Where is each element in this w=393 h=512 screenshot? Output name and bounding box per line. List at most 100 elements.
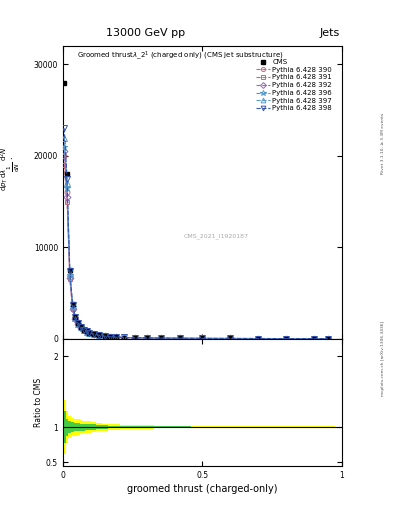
CMS xyxy=(228,335,233,342)
Pythia 6.428 392 xyxy=(122,334,127,340)
Pythia 6.428 392 xyxy=(65,194,70,200)
Pythia 6.428 396 xyxy=(70,304,75,310)
Pythia 6.428 396 xyxy=(91,331,96,337)
CMS xyxy=(87,330,92,336)
Pythia 6.428 392 xyxy=(178,335,182,342)
Pythia 6.428 397 xyxy=(122,334,127,340)
Text: $\frac{1}{\mathrm{d}N}\,\cdot$: $\frac{1}{\mathrm{d}N}\,\cdot$ xyxy=(6,156,22,172)
CMS xyxy=(122,334,127,340)
Pythia 6.428 390 xyxy=(91,331,96,337)
CMS xyxy=(284,335,288,342)
Pythia 6.428 397 xyxy=(228,335,233,342)
Pythia 6.428 396 xyxy=(144,335,149,341)
Pythia 6.428 390 xyxy=(65,189,70,196)
X-axis label: groomed thrust (charged-only): groomed thrust (charged-only) xyxy=(127,484,277,494)
Pythia 6.428 391 xyxy=(102,333,107,339)
Pythia 6.428 390 xyxy=(102,333,107,339)
Pythia 6.428 390 xyxy=(79,325,83,331)
Pythia 6.428 397 xyxy=(178,335,182,342)
Pythia 6.428 396 xyxy=(84,329,89,335)
Pythia 6.428 390 xyxy=(73,315,78,322)
Pythia 6.428 392 xyxy=(133,335,138,341)
Pythia 6.428 397 xyxy=(158,335,163,341)
Pythia 6.428 391 xyxy=(284,335,288,342)
Pythia 6.428 390 xyxy=(114,334,118,340)
Pythia 6.428 398 xyxy=(62,125,67,132)
Pythia 6.428 391 xyxy=(108,334,113,340)
Pythia 6.428 390 xyxy=(68,273,72,280)
CMS xyxy=(158,335,163,341)
CMS xyxy=(70,301,75,307)
Pythia 6.428 392 xyxy=(97,332,101,338)
Pythia 6.428 392 xyxy=(84,329,89,335)
Pythia 6.428 398 xyxy=(68,268,72,274)
Pythia 6.428 397 xyxy=(84,329,89,335)
Pythia 6.428 396 xyxy=(133,335,138,341)
CMS xyxy=(81,327,86,333)
CMS xyxy=(200,335,205,342)
Pythia 6.428 390 xyxy=(84,329,89,335)
Pythia 6.428 390 xyxy=(284,335,288,342)
Pythia 6.428 396 xyxy=(312,335,316,342)
Pythia 6.428 398 xyxy=(108,334,113,340)
Pythia 6.428 392 xyxy=(256,335,261,342)
Line: Pythia 6.428 392: Pythia 6.428 392 xyxy=(62,149,331,341)
Pythia 6.428 391 xyxy=(68,276,72,282)
Pythia 6.428 398 xyxy=(312,335,316,342)
Line: Pythia 6.428 391: Pythia 6.428 391 xyxy=(62,162,331,341)
Pythia 6.428 396 xyxy=(81,327,86,333)
Pythia 6.428 391 xyxy=(122,334,127,340)
Pythia 6.428 390 xyxy=(62,153,67,159)
Pythia 6.428 398 xyxy=(87,330,92,336)
Pythia 6.428 398 xyxy=(73,314,78,321)
Pythia 6.428 390 xyxy=(87,330,92,336)
Pythia 6.428 398 xyxy=(76,320,81,326)
Pythia 6.428 398 xyxy=(70,302,75,308)
Y-axis label: Ratio to CMS: Ratio to CMS xyxy=(34,378,43,427)
Pythia 6.428 397 xyxy=(133,335,138,341)
Pythia 6.428 397 xyxy=(97,332,101,338)
Pythia 6.428 396 xyxy=(122,334,127,340)
Pythia 6.428 391 xyxy=(62,162,67,168)
CMS xyxy=(326,335,331,342)
CMS xyxy=(73,314,78,320)
Pythia 6.428 391 xyxy=(144,335,149,341)
Pythia 6.428 391 xyxy=(65,199,70,205)
Pythia 6.428 391 xyxy=(97,332,101,338)
Pythia 6.428 391 xyxy=(326,335,331,342)
Pythia 6.428 398 xyxy=(326,335,331,342)
Pythia 6.428 397 xyxy=(62,135,67,141)
Pythia 6.428 398 xyxy=(102,333,107,339)
Pythia 6.428 396 xyxy=(284,335,288,342)
Pythia 6.428 397 xyxy=(87,330,92,336)
Pythia 6.428 392 xyxy=(108,334,113,340)
Pythia 6.428 390 xyxy=(144,335,149,341)
Pythia 6.428 390 xyxy=(256,335,261,342)
Pythia 6.428 398 xyxy=(84,328,89,334)
Legend: CMS, Pythia 6.428 390, Pythia 6.428 391, Pythia 6.428 392, Pythia 6.428 396, Pyt: CMS, Pythia 6.428 390, Pythia 6.428 391,… xyxy=(255,58,333,112)
Text: Groomed thrust$\lambda\_2^1$ (charged only) (CMS jet substructure): Groomed thrust$\lambda\_2^1$ (charged on… xyxy=(77,49,284,62)
Pythia 6.428 398 xyxy=(228,335,233,342)
Pythia 6.428 390 xyxy=(326,335,331,342)
CMS xyxy=(65,171,70,177)
Pythia 6.428 396 xyxy=(200,335,205,342)
Pythia 6.428 392 xyxy=(79,325,83,331)
Pythia 6.428 396 xyxy=(87,330,92,336)
Pythia 6.428 392 xyxy=(62,148,67,154)
Pythia 6.428 391 xyxy=(70,306,75,312)
Pythia 6.428 390 xyxy=(122,334,127,340)
Pythia 6.428 397 xyxy=(256,335,261,342)
Line: CMS: CMS xyxy=(62,80,330,340)
Pythia 6.428 397 xyxy=(79,324,83,330)
CMS xyxy=(68,267,72,273)
CMS xyxy=(84,328,89,334)
Pythia 6.428 397 xyxy=(70,303,75,309)
Pythia 6.428 391 xyxy=(76,322,81,328)
CMS xyxy=(144,335,149,341)
Pythia 6.428 397 xyxy=(81,327,86,333)
Pythia 6.428 397 xyxy=(144,335,149,341)
Pythia 6.428 398 xyxy=(178,335,182,342)
Line: Pythia 6.428 396: Pythia 6.428 396 xyxy=(61,143,331,342)
Pythia 6.428 392 xyxy=(326,335,331,342)
Text: Jets: Jets xyxy=(320,28,340,38)
